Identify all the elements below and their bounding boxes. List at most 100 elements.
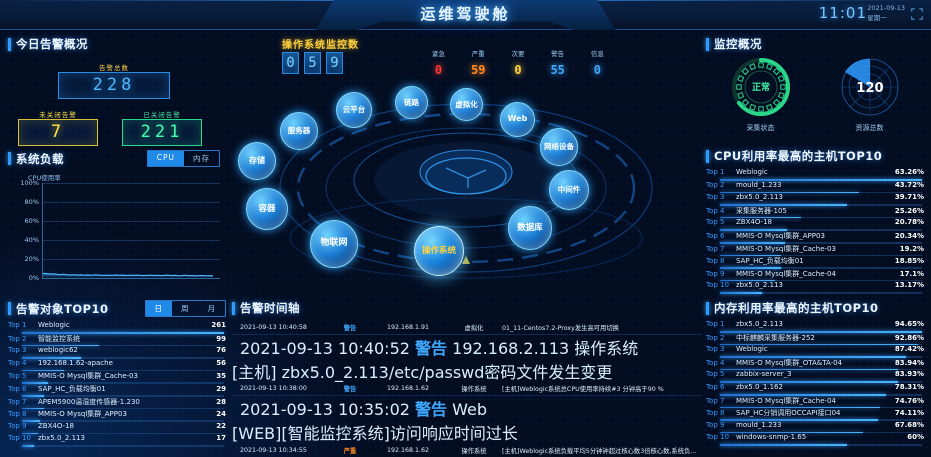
topology-rings [279,103,653,279]
rank-value: 74.11% [894,409,924,418]
rank-label: Top 9 [8,421,27,430]
rank-value: 17 [216,434,226,443]
list-item[interactable]: Top 7 MMIS-O Mysql集群_Cache-03 19.2% [706,244,924,257]
os-monitor-digit: 0 [282,52,299,74]
rank-name: 采集服务器-105 [736,206,787,215]
alarm-time: 2021-09-13 10:35:02 [240,400,410,420]
topology-node[interactable]: 网络设备 [540,128,578,166]
tab-day[interactable]: 日 [145,301,172,316]
list-item[interactable]: Top 3 Weblogic 87.42% [706,345,924,358]
clock-weekday: 星期一 [867,14,887,23]
os-monitor-counter: 0 5 9 [282,52,343,74]
topology-node[interactable]: Web [500,102,535,137]
table-row[interactable]: 2021-09-13 10:40:52 警告 192.168.2.113 操作系… [232,335,702,383]
alarm-ip: 192.168.1.91 [386,323,430,331]
list-item[interactable]: Top 7 APEM5900温湿度传感器-1.230 28 [8,397,226,410]
topology-node-label: 中间件 [557,185,581,195]
rank-label: Top 2 [706,180,725,189]
list-item[interactable]: Top 8 MMIS-O Mysql集群_APP03 24 [8,409,226,422]
list-item[interactable]: Top 6 zbx5.0_1.162 78.31% [706,383,924,396]
rank-label: Top 7 [706,396,725,405]
topology-node[interactable]: 操作系统 [414,226,464,276]
tab-month[interactable]: 月 [207,304,216,313]
expand-icon[interactable] [911,8,923,20]
list-item[interactable]: Top 10 windows-snmp-1.65 60% [706,433,924,446]
topology-node[interactable]: 容器 [246,188,288,230]
system-load-title: 系统负载 [8,151,64,167]
list-item[interactable]: Top 5 MMIS-O Mysql集群_Cache-03 35 [8,371,226,384]
table-row[interactable]: 2021-09-13 10:34:55 严重 192.168.1.62 操作系统… [232,444,702,457]
table-row[interactable]: 2021-09-13 10:40:58 警告 192.168.1.91 虚拟化 … [232,321,702,335]
topology-node[interactable]: 中间件 [549,170,589,210]
list-item[interactable]: Top 1 Weblogic 63.26% [706,168,924,181]
list-item[interactable]: Top 3 zbx5.0_2.113 39.71% [706,193,924,206]
topology-node[interactable]: 虚拟化 [450,88,483,121]
ytick: 60% [24,217,39,225]
tab-memory[interactable]: 内存 [193,154,210,163]
alarm-type: 操作系统 [574,338,639,358]
list-item[interactable]: Top 9 MMIS-O Mysql集群_Cache-04 17.1% [706,269,924,282]
list-item[interactable]: Top 10 zbx5.0_2.113 13.17% [706,281,924,294]
alarm-type: 虚拟化 [464,324,484,332]
rank-bar-track [720,279,922,282]
topology-node[interactable]: 物联网 [310,220,358,268]
alarm-level: 严重 [343,447,357,455]
alarm-object-range-tabs[interactable]: 日 周 月 [144,300,226,317]
list-item[interactable]: Top 4 采集服务器-105 25.26% [706,206,924,219]
list-item[interactable]: Top 6 MMIS-O Mysql集群_APP03 20.34% [706,231,924,244]
alarm-message: [主机]Weblogic系统总CPU使用率持续#3 分钟高于90 % [502,386,664,394]
rank-value: 18.85% [894,257,924,266]
rank-label: Top 6 [706,382,725,391]
rank-bar-fill [720,241,785,244]
rank-value: 25.26% [894,206,924,215]
topology-node-label: 数据库 [517,222,543,233]
topology-node[interactable]: 数据库 [508,206,552,250]
alarm-time: 2021-09-13 10:40:58 [240,323,307,331]
severity-value: 59 [471,63,486,77]
list-item[interactable]: Top 2 mould_1.233 43.72% [706,181,924,194]
resource-total-radar: 120 [841,58,898,116]
topology-node[interactable]: 链路 [395,86,428,119]
list-item[interactable]: Top 10 zbx5.0_2.113 17 [8,434,226,447]
rank-value: 22 [216,421,226,430]
table-row[interactable]: 2021-09-13 10:38:00 警告 192.168.1.62 操作系统… [232,383,702,397]
list-item[interactable]: Top 8 SAP_HC_负载均衡01 18.85% [706,256,924,269]
list-item[interactable]: Top 2 中标麒麟采集服务器-252 92.86% [706,333,924,346]
list-item[interactable]: Top 3 weblogic62 76 [8,346,226,359]
clock-date: 2021-09-13 星期一 [867,3,905,24]
list-item[interactable]: Top 9 ZBX4O-18 22 [8,422,226,435]
clock-date-value: 2021-09-13 [867,4,905,12]
list-item[interactable]: Top 4 192.168.1.62-apache 56 [8,359,226,372]
app-header: 运维驾驶舱 11:01 2021-09-13 星期一 [0,0,931,30]
list-item[interactable]: Top 4 MMIS-O Mysql集群_OTA&TA-04 83.94% [706,358,924,371]
topology-node[interactable]: 云平台 [336,92,372,128]
topology-node[interactable]: 服务器 [280,112,318,150]
list-item[interactable]: Top 8 SAP_HC分销调用OCCAPI接口04 74.11% [706,408,924,421]
list-item[interactable]: Top 1 Weblogic 261 [8,321,226,334]
system-load-tabs[interactable]: CPU 内存 [146,150,220,167]
list-item[interactable]: Top 9 mould_1.233 67.68% [706,421,924,434]
svg-text:120: 120 [856,81,883,96]
tab-cpu[interactable]: CPU [147,151,184,166]
rank-bar-track [22,394,224,397]
today-alarm-title: 今日告警概况 [8,36,220,52]
list-item[interactable]: Top 5 ZBX4O-18 20.78% [706,218,924,231]
memory-top10-panel: 内存利用率最高的主机TOP10 Top 1 zbx5.0_2.113 94.65… [706,300,924,452]
today-alarm-panel: 今日告警概况 告警总数 228 未关闭告警 7 已关闭告警 221 [8,36,220,146]
rank-label: Top 10 [706,281,729,290]
list-item[interactable]: Top 6 SAP_HC_负载均衡01 29 [8,384,226,397]
rank-value: 43.72% [894,180,924,189]
list-item[interactable]: Top 5 zabbix-server_3 83.93% [706,370,924,383]
rank-bar-fill [720,254,781,257]
table-row[interactable]: 2021-09-13 10:35:02 警告 Web [WEB][智能监控系统]… [232,396,702,444]
list-item[interactable]: Top 7 MMIS-O Mysql集群_Cache-04 74.76% [706,396,924,409]
rank-label: Top 1 [8,321,27,329]
list-item[interactable]: Top 2 智能监控系统 99 [8,334,226,347]
list-item[interactable]: Top 1 zbx5.0_2.113 94.65% [706,320,924,333]
rank-name: weblogic62 [38,346,78,355]
topology-node[interactable]: 存储 [238,142,276,180]
tab-week[interactable]: 周 [181,304,190,313]
alarm-type: Web [452,400,488,420]
rank-bar-fill [720,381,898,383]
alarm-time: 2021-09-13 10:38:00 [240,385,307,393]
